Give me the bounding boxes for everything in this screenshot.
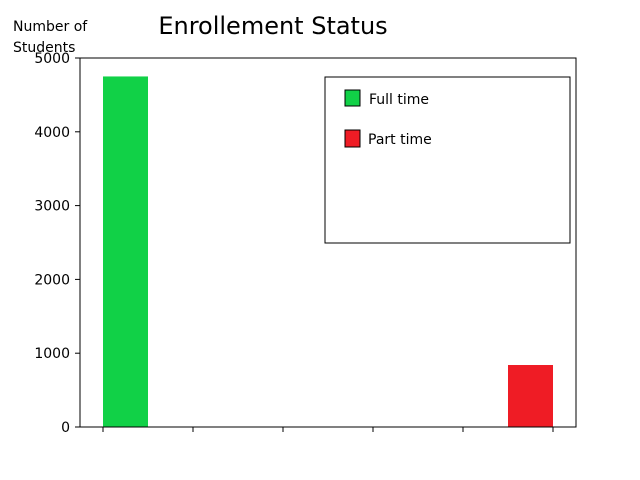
- y-axis-ticks: 0 1000 2000 3000 4000 5000: [34, 51, 80, 436]
- legend: Full time Part time: [324, 76, 571, 244]
- legend-box: [324, 76, 571, 244]
- bar-full-time: [103, 76, 148, 427]
- bar-part-time: [508, 365, 553, 427]
- y-tick-label: 5000: [34, 51, 70, 67]
- y-tick-label: 0: [61, 420, 70, 436]
- y-tick-label: 4000: [34, 125, 70, 141]
- y-tick-label: 3000: [34, 199, 70, 215]
- chart-title: Enrollement Status: [158, 12, 387, 40]
- legend-label-part-time: Part time: [368, 132, 432, 148]
- legend-swatch-full-time: [344, 89, 361, 107]
- plot-area: [79, 57, 577, 428]
- legend-swatch-part-time: [344, 129, 361, 148]
- legend-label-full-time: Full time: [369, 92, 429, 108]
- y-axis-label-line-2: Students: [13, 40, 75, 56]
- y-axis-label-line-1: Number of: [13, 19, 88, 35]
- x-axis-ticks: [102, 427, 554, 432]
- y-tick-label: 1000: [34, 346, 70, 362]
- bar-series: [103, 76, 553, 427]
- y-tick-label: 2000: [34, 272, 70, 288]
